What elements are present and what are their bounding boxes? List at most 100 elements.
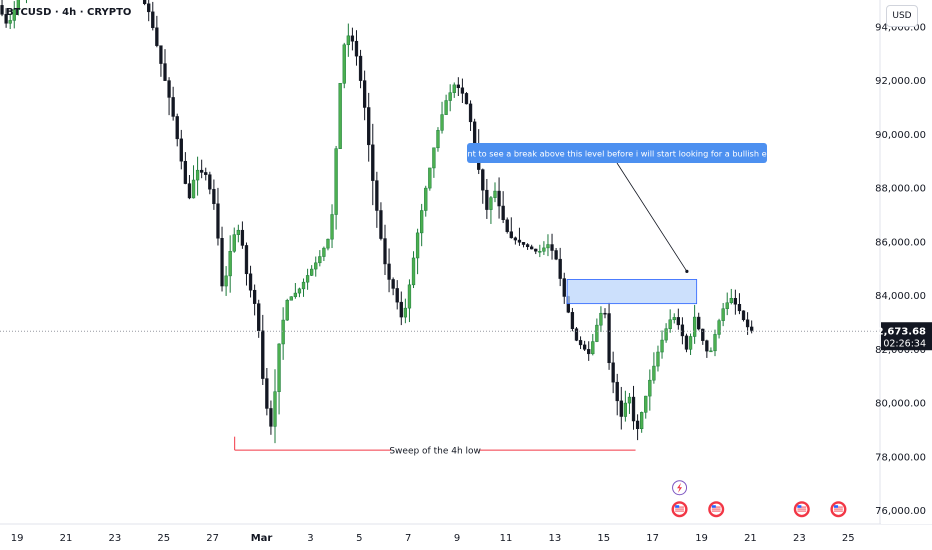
candle-down bbox=[676, 317, 680, 326]
us-flag-canton bbox=[797, 505, 802, 508]
candle-up bbox=[273, 391, 277, 427]
candle-up bbox=[415, 232, 420, 259]
candle-down bbox=[472, 121, 477, 145]
candle-down bbox=[485, 189, 489, 210]
callout-text: I want to see a break above this level b… bbox=[451, 149, 784, 159]
candle-down bbox=[383, 238, 387, 265]
candle-down bbox=[611, 362, 615, 383]
time-tick-label: 19 bbox=[695, 533, 708, 544]
us-flag-stripe bbox=[797, 510, 807, 512]
time-tick-label: 5 bbox=[356, 533, 362, 544]
candle-down bbox=[635, 420, 640, 430]
us-flag-canton bbox=[711, 505, 716, 508]
candle-down bbox=[187, 183, 192, 199]
candle-down bbox=[733, 298, 738, 305]
price-tick-label: 88,000.00 bbox=[875, 184, 926, 195]
price-tick-label: 76,000.00 bbox=[875, 506, 926, 517]
candle-up bbox=[281, 319, 285, 345]
candle-down bbox=[0, 5, 4, 15]
time-axis[interactable]: 19 21 23 25 27 Mar 3 5 7 9 11 13 15 17 19 21 23 25 bbox=[11, 533, 855, 544]
candle-up bbox=[326, 238, 330, 249]
candle-up bbox=[277, 343, 281, 392]
candle-up bbox=[452, 84, 456, 93]
candle-up bbox=[224, 275, 228, 287]
candle-down bbox=[460, 87, 465, 94]
candle-up bbox=[660, 339, 664, 353]
candle-down bbox=[562, 278, 566, 297]
candle-up bbox=[289, 296, 293, 301]
us-flag-stripe bbox=[834, 506, 843, 508]
sweep-label: Sweep of the 4h low bbox=[389, 447, 481, 457]
candle-up bbox=[546, 244, 550, 249]
time-tick-label: 21 bbox=[60, 533, 73, 544]
candle-down bbox=[750, 326, 754, 331]
time-tick-label: 7 bbox=[405, 533, 411, 544]
candle-up bbox=[668, 319, 672, 329]
candle-down bbox=[4, 14, 8, 24]
candle-down bbox=[570, 312, 575, 329]
candle-down bbox=[603, 312, 607, 315]
time-tick-label: 9 bbox=[454, 533, 460, 544]
candle-up bbox=[318, 256, 322, 264]
price-tick-label: 90,000.00 bbox=[875, 130, 926, 141]
candle-down bbox=[167, 80, 171, 98]
candle-up bbox=[411, 257, 416, 286]
candle-up bbox=[420, 210, 424, 234]
candle-up bbox=[428, 167, 432, 189]
candle-up bbox=[195, 169, 200, 181]
price-tick-label: 80,000.00 bbox=[875, 399, 926, 410]
price-tick-label: 94,000.00 bbox=[875, 22, 926, 33]
chart-title: BTCUSD · 4h · CRYPTO bbox=[6, 7, 131, 18]
time-tick-label: 15 bbox=[597, 533, 610, 544]
time-tick-label: 19 bbox=[11, 533, 24, 544]
candle-up bbox=[310, 268, 314, 276]
candle-down bbox=[481, 169, 485, 191]
candle-up bbox=[407, 284, 412, 309]
candle-up bbox=[338, 83, 342, 149]
candle-down bbox=[464, 93, 469, 105]
candle-down bbox=[513, 237, 518, 241]
price-tick-label: 82,000.00 bbox=[875, 345, 926, 356]
candle-up bbox=[644, 395, 648, 413]
time-tick-label: 27 bbox=[206, 533, 219, 544]
candle-up bbox=[713, 334, 717, 352]
price-axis[interactable]: 94,000.00 92,000.00 90,000.00 88,000.00 86,0… bbox=[870, 0, 932, 524]
time-tick-label: 21 bbox=[744, 533, 757, 544]
candle-up bbox=[595, 324, 599, 342]
time-tick-label: 3 bbox=[307, 533, 313, 544]
resistance-zone bbox=[566, 279, 698, 305]
callout-arrow-tip bbox=[685, 269, 689, 274]
candle-down bbox=[505, 219, 509, 232]
candle-up bbox=[403, 307, 408, 318]
candle-down bbox=[534, 248, 538, 252]
candle-up bbox=[285, 299, 289, 321]
candle-down bbox=[619, 400, 623, 417]
candle-down bbox=[175, 116, 179, 140]
candle-down bbox=[147, 3, 151, 13]
lightning-glyph bbox=[677, 482, 683, 493]
candle-down bbox=[354, 40, 359, 57]
candle-up bbox=[493, 190, 497, 198]
candle-down bbox=[578, 340, 583, 346]
candle-down bbox=[697, 316, 701, 330]
currency-button[interactable]: USD bbox=[886, 5, 918, 27]
candle-up bbox=[725, 302, 729, 309]
last-price-label: 82,673.68 bbox=[870, 327, 926, 338]
candle-up bbox=[293, 292, 298, 297]
candle-up bbox=[672, 317, 676, 321]
us-flag-stripe bbox=[797, 506, 807, 508]
candle-down bbox=[371, 144, 375, 181]
candle-up bbox=[16, 0, 20, 10]
candle-up bbox=[191, 179, 196, 199]
candle-down bbox=[391, 279, 395, 289]
price-tick-label: 84,000.00 bbox=[875, 291, 926, 302]
us-flag-canton bbox=[675, 505, 680, 508]
candle-up bbox=[346, 35, 350, 46]
candle-up bbox=[721, 308, 725, 321]
candle-down bbox=[745, 319, 750, 328]
candle-up bbox=[692, 316, 697, 337]
candle-down bbox=[350, 35, 355, 42]
candle-up bbox=[432, 147, 436, 169]
time-tick-label: 25 bbox=[842, 533, 855, 544]
